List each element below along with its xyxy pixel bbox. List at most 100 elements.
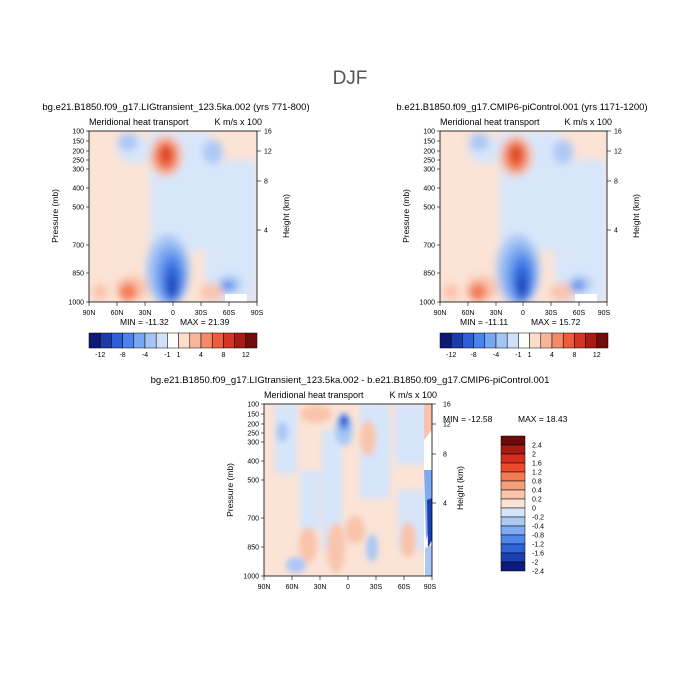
panel-3-y2tick-16: 16	[443, 402, 451, 409]
panel-3-xtick-0: 0	[346, 584, 350, 591]
panel-1-y2label: Height (km)	[281, 194, 291, 238]
panel-2-y2tick-16: 16	[614, 129, 622, 136]
panel-2-xtick-60n: 60N	[462, 310, 475, 317]
panel-2-y-axis: 100 150 200 250 300 400 500 700 850 1000…	[401, 129, 440, 307]
panel-2-y2tick-8: 8	[614, 179, 618, 186]
panel-3-xtick-30n: 30N	[314, 584, 327, 591]
panel-1-colorbar-cell-2	[111, 332, 123, 349]
panel-1-xtick-90n: 90N	[83, 310, 96, 317]
panel-3-colorbar-cell-2	[500, 453, 526, 464]
panel-3-min: MIN = -12.58	[443, 414, 493, 424]
panel-1-xtick-30s: 30S	[195, 310, 208, 317]
panel-2-cb-label-7: 12	[593, 352, 601, 359]
panel-3-colorbar-cell-7	[500, 498, 526, 509]
panel-2-cb-label-6: 8	[572, 352, 576, 359]
panel-1-y2-axis: 16 12 8 4 Height (km)	[257, 129, 291, 238]
panel-1-title: bg.e21.B1850.f09_g17.LIGtransient_123.5k…	[42, 102, 309, 113]
panel-3-ytick-500: 500	[247, 478, 259, 485]
panel-2-cb-label-1: -8	[470, 352, 476, 359]
panel-2-colorbar-cell-5	[495, 332, 508, 349]
panel-3-x-axis: 90N 60N 30N 0 30S 60S 90S	[258, 576, 437, 591]
panel-2-cb-label-2: -4	[493, 352, 499, 359]
panel-3-cb-label-4: 0.8	[532, 479, 542, 486]
panel-1-ytick-100: 100	[72, 129, 84, 136]
panel-1-cb-label-6: 8	[221, 352, 225, 359]
panel-1-colorbar-cell-10	[200, 332, 213, 349]
panel-3-cb-label-8: -0.2	[532, 515, 544, 522]
panel-1-colorbar-cell-8	[178, 332, 191, 349]
panel-1-colorbar-cell-13	[234, 332, 247, 349]
panel-2-colorbar-cell-10	[551, 332, 564, 349]
panel-1-cb-label-3: -1	[164, 352, 170, 359]
panel-1-ytick-200: 200	[72, 149, 84, 156]
panel-2-cb-label-3: -1	[515, 352, 521, 359]
panel-2-ytick-250: 250	[423, 158, 435, 165]
panel-3-ytick-100: 100	[247, 402, 259, 409]
panel-1-colorbar: -12 -8 -4 -1 1 4 8 12	[88, 332, 258, 359]
panel-1-y-axis: 100 150 200 250 300 400 500 700 850 1000…	[50, 129, 89, 307]
panel-2-y2-axis: 16 12 8 4 Height (km)	[607, 129, 641, 238]
panel-1-ytick-300: 300	[72, 167, 84, 174]
panel-3-units: K m/s x 100	[389, 390, 437, 400]
panel-3-ytick-300: 300	[247, 440, 259, 447]
panel-3-xtick-90s: 90S	[424, 584, 437, 591]
panel-2-xtick-60s: 60S	[573, 310, 586, 317]
panel-3-colorbar-cell-12	[500, 543, 526, 554]
panel-3-cb-label-6: 0.2	[532, 497, 542, 504]
panel-3-colorbar: 2.4 2 1.6 1.2 0.8 0.4 0.2 0 -0.2 -0.4 -0…	[500, 435, 544, 576]
panel-3-colorbar-cells	[500, 435, 526, 572]
panel-2-ytick-150: 150	[423, 139, 435, 146]
panel-3-xtick-60s: 60S	[398, 584, 411, 591]
panel-2-max: MAX = 15.72	[531, 317, 581, 327]
panel-3-ylabel: Pressure (mb)	[225, 463, 235, 517]
panel-3-colorbar-cell-14	[500, 561, 526, 572]
panel-3-y2-axis: 16 12 8 4 Height (km)	[432, 402, 465, 510]
panel-1-field	[89, 131, 257, 302]
panel-1-y2tick-12: 12	[264, 149, 272, 156]
panel-1-cb-label-4: 1	[177, 352, 181, 359]
panel-3-ytick-400: 400	[247, 459, 259, 466]
panel-2-colorbar-cell-11	[562, 332, 575, 349]
panel-2-xtick-90n: 90N	[434, 310, 447, 317]
panel-2-field	[440, 131, 607, 302]
panel-3-ytick-700: 700	[247, 516, 259, 523]
panel-1-cb-label-5: 4	[199, 352, 203, 359]
panel-2-units: K m/s x 100	[564, 117, 612, 127]
panel-2-colorbar-cell-7	[518, 332, 530, 349]
panel-3-xtick-90n: 90N	[258, 584, 271, 591]
panel-1-xtick-60n: 60N	[111, 310, 124, 317]
panel-1-ytick-500: 500	[72, 205, 84, 212]
panel-3-colorbar-cell-4	[500, 471, 526, 482]
panel-1-xtick-30n: 30N	[139, 310, 152, 317]
panel-2-cb-label-4: 1	[528, 352, 532, 359]
panel-1-colorbar-cell-5	[144, 332, 157, 349]
panel-1-ytick-400: 400	[72, 186, 84, 193]
panel-2-colorbar-cell-6	[506, 332, 519, 349]
panel-2: b.e21.B1850.f09_g17.CMIP6-piControl.001 …	[396, 102, 647, 359]
panel-1-y2tick-16: 16	[264, 129, 272, 136]
panel-2-xtick-90s: 90S	[598, 310, 611, 317]
panel-2-ytick-850: 850	[423, 271, 435, 278]
panel-2-title: b.e21.B1850.f09_g17.CMIP6-piControl.001 …	[396, 102, 647, 113]
panel-1-colorbar-cell-4	[133, 332, 146, 349]
panel-3-ytick-1000: 1000	[243, 574, 259, 581]
panel-3-y2tick-8: 8	[443, 452, 447, 459]
panel-2-xtick-30n: 30N	[490, 310, 503, 317]
panel-2-ytick-700: 700	[423, 243, 435, 250]
panel-1-cb-label-7: 12	[242, 352, 250, 359]
panel-2-cb-label-5: 4	[550, 352, 554, 359]
panel-3-cb-label-3: 1.2	[532, 470, 542, 477]
panel-1-units: K m/s x 100	[214, 117, 262, 127]
panel-3-cb-label-12: -1.6	[532, 551, 544, 558]
panel-1-colorbar-cell-1	[99, 332, 112, 349]
panel-3-cb-label-14: -2.4	[532, 569, 544, 576]
panel-1-xtick-90s: 90S	[251, 310, 264, 317]
panel-3-colorbar-cell-9	[500, 516, 526, 527]
panel-3-colorbar-cell-11	[500, 534, 526, 545]
panel-3-cb-label-1: 2	[532, 452, 536, 459]
panel-2-x-axis: 90N 60N 30N 0 30S 60S 90S	[434, 302, 611, 317]
panel-2-colorbar: -12 -8 -4 -1 1 4 8 12	[439, 332, 609, 359]
panel-2-cb-label-0: -12	[446, 352, 456, 359]
panel-2-ytick-300: 300	[423, 167, 435, 174]
